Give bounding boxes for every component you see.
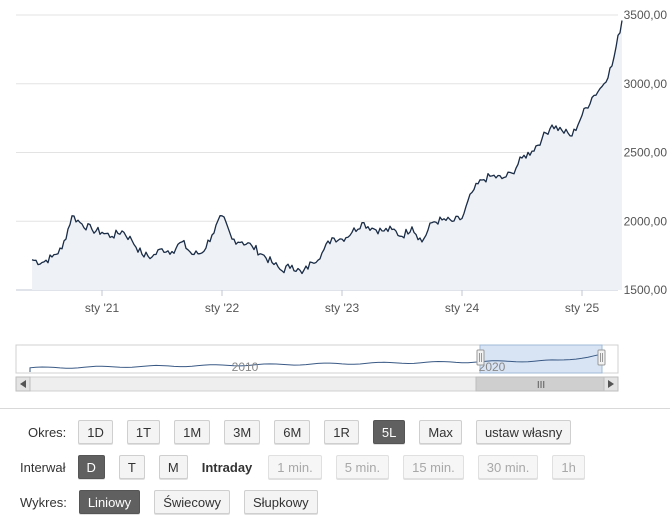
intraday-label: Intraday [201, 459, 253, 475]
range-navigator[interactable]: 2010 2020 III [0, 340, 670, 396]
y-tick-label: 2000,00 [624, 214, 668, 228]
intraday-button-30min[interactable]: 30 min. [477, 455, 539, 479]
period-row: Okres: 1D 1T 1M 3M 6M 1R 5L Max ustaw wł… [28, 418, 585, 446]
period-button-1m[interactable]: 1M [174, 420, 211, 444]
price-area [32, 20, 622, 290]
period-button-6m[interactable]: 6M [274, 420, 311, 444]
period-button-custom[interactable]: ustaw własny [475, 420, 572, 444]
interval-row: Interwał D T M Intraday 1 min. 5 min. 15… [20, 453, 599, 481]
intraday-button-15min[interactable]: 15 min. [403, 455, 464, 479]
chart-type-button-candle[interactable]: Świecowy [154, 490, 230, 514]
period-button-3m[interactable]: 3M [224, 420, 261, 444]
scrollbar-grip: III [537, 380, 545, 391]
interval-button-m[interactable]: M [158, 455, 188, 479]
chevron-left-icon [20, 380, 26, 388]
y-tick-label: 1500,00 [624, 283, 668, 297]
y-tick-label: 2500,00 [624, 146, 668, 160]
navigator-line [29, 354, 601, 372]
intraday-button-5min[interactable]: 5 min. [335, 455, 390, 479]
x-tick-label: sty '25 [565, 301, 600, 315]
interval-button-d[interactable]: D [77, 455, 105, 479]
period-button-1d[interactable]: 1D [78, 420, 113, 444]
chart-type-button-line[interactable]: Liniowy [78, 490, 141, 514]
x-tick-label: sty '21 [85, 301, 120, 315]
period-button-1t[interactable]: 1T [126, 420, 161, 444]
interval-label: Interwał [20, 459, 66, 475]
navigator-right-handle[interactable] [597, 349, 606, 366]
price-chart[interactable]: 3500,00 3000,00 2500,00 2000,00 1500,00 sty '… [0, 0, 670, 320]
chart-type-row: Wykres: Liniowy Świecowy Słupkowy [20, 488, 332, 516]
divider [0, 408, 670, 409]
price-line [31, 20, 623, 275]
period-label: Okres: [28, 424, 67, 440]
navigator-tick-label: 2020 [479, 360, 506, 374]
period-button-5l[interactable]: 5L [372, 420, 406, 444]
x-tick-label: sty '23 [325, 301, 360, 315]
price-chart-svg: 3500,00 3000,00 2500,00 2000,00 1500,00 sty '… [16, 8, 668, 315]
x-tick-label: sty '24 [445, 301, 480, 315]
y-tick-label: 3500,00 [624, 8, 668, 22]
intraday-button-1h[interactable]: 1h [552, 455, 585, 479]
range-navigator-svg: 2010 2020 III [15, 344, 619, 392]
x-tick-label: sty '22 [205, 301, 240, 315]
period-button-1r[interactable]: 1R [324, 420, 359, 444]
chart-type-button-bar[interactable]: Słupkowy [243, 490, 318, 514]
period-button-max[interactable]: Max [419, 420, 462, 444]
interval-button-t[interactable]: T [118, 455, 145, 479]
navigator-tick-label: 2010 [232, 360, 259, 374]
y-tick-label: 3000,00 [624, 77, 668, 91]
navigator-left-handle[interactable] [476, 349, 485, 366]
chevron-right-icon [608, 380, 614, 388]
navigator-selected-range[interactable] [479, 344, 603, 374]
intraday-button-1min[interactable]: 1 min. [268, 455, 322, 479]
chart-type-label: Wykres: [20, 494, 67, 510]
